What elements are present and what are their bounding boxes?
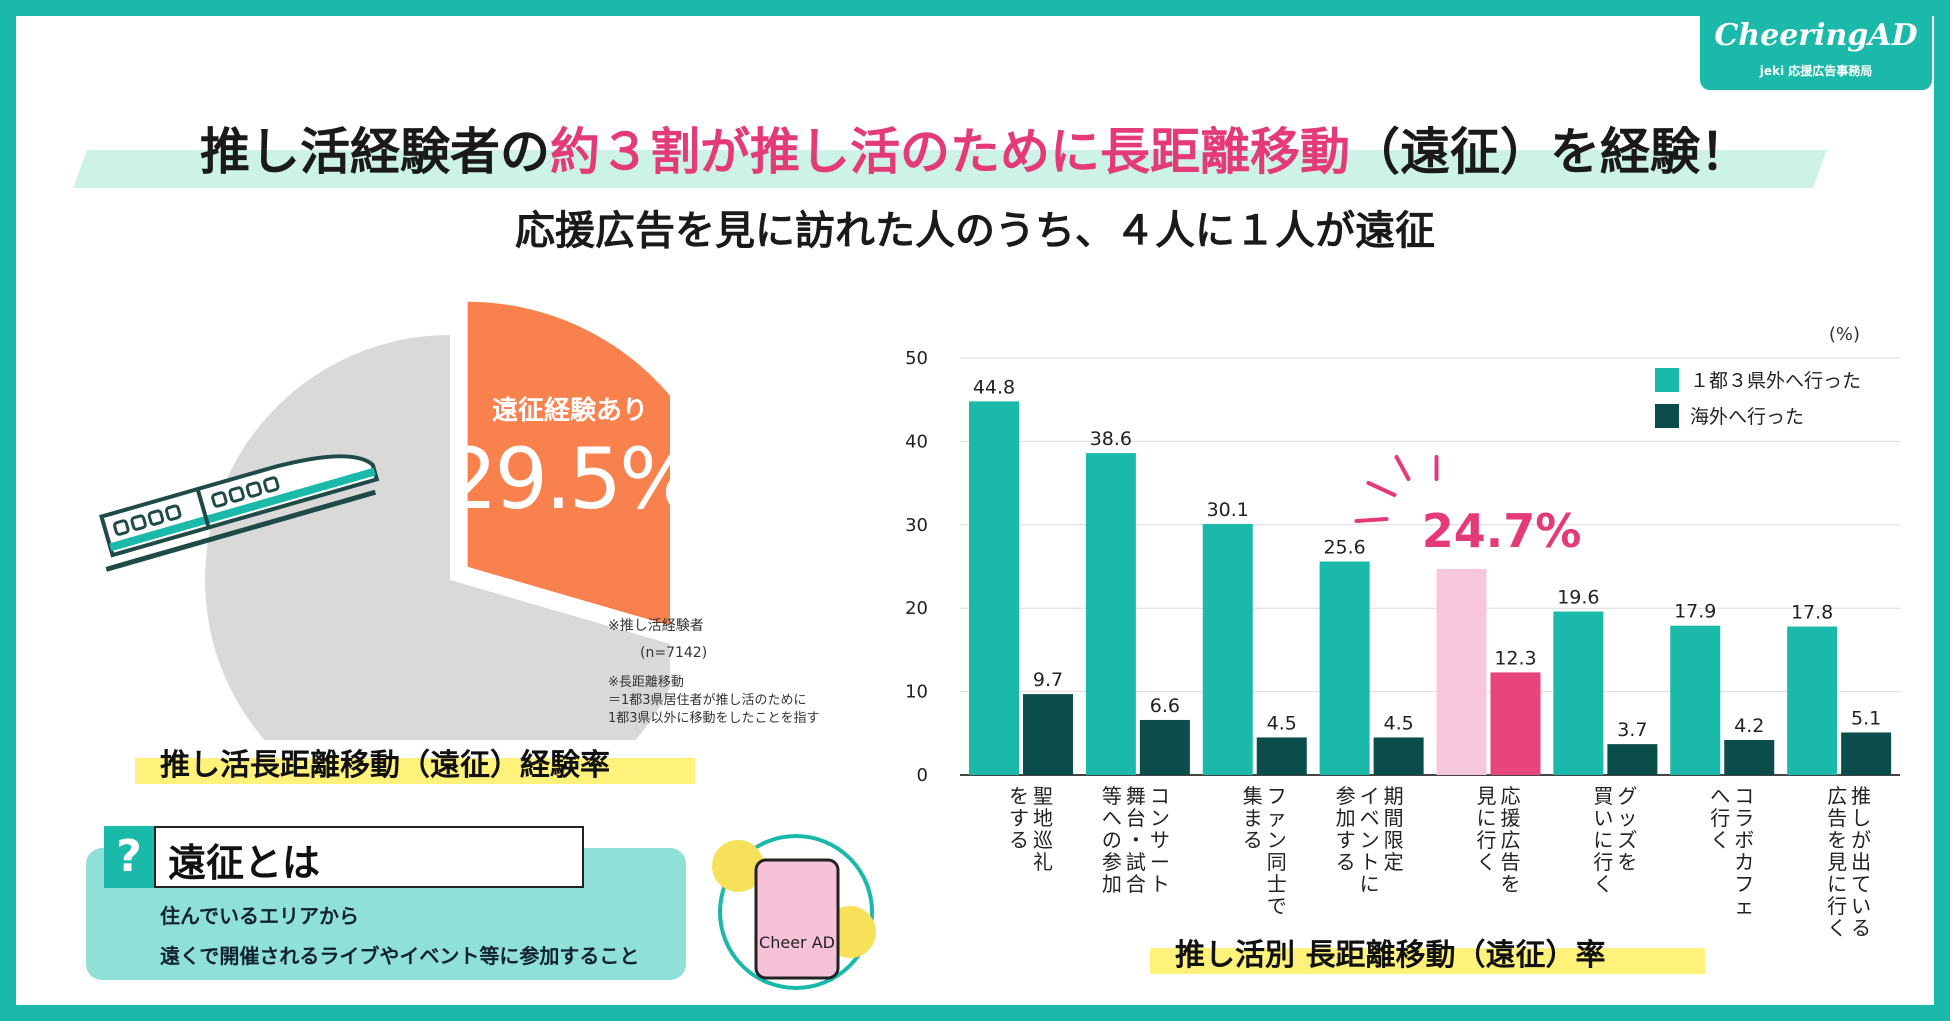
bar-domestic xyxy=(1787,626,1838,775)
bar-chart: 0 10 20 30 40 50 44.8 9.7 38.6 6.6 30.1 4.5 25.6 4.5… xyxy=(905,324,1900,940)
bar-value-label: 5.1 xyxy=(1851,707,1881,729)
cheering-ad-logo: CheeringAD jeki 応援広告事務局 xyxy=(1700,0,1932,90)
highlight-burst xyxy=(1354,455,1439,524)
bar-overseas xyxy=(1139,719,1190,775)
category-label: へ行く xyxy=(1710,784,1730,852)
y-tick-label: 50 xyxy=(905,348,928,369)
category-label: コンサート xyxy=(1150,784,1170,896)
pie-note-definition-2: 1都3県以外に移動をしたことを指す xyxy=(608,711,820,726)
burst-line xyxy=(1394,455,1411,482)
bar-domestic xyxy=(1085,453,1136,775)
bar-overseas xyxy=(1607,744,1658,775)
y-tick-label: 10 xyxy=(905,682,928,703)
mascot-icon: Cheer AD xyxy=(712,834,876,990)
legend-label-domestic: １都３県外へ行った xyxy=(1690,370,1861,392)
legend-label-overseas: 海外へ行った xyxy=(1690,406,1804,428)
bar-overseas xyxy=(1256,737,1307,775)
pie-caption: 推し活長距離移動（遠征）経験率 xyxy=(160,748,610,783)
bar-caption-band xyxy=(1150,948,1705,974)
bar-value-label: 38.6 xyxy=(1090,428,1132,450)
bar-value-label: 19.6 xyxy=(1557,587,1599,609)
category-label: 聖地巡礼 xyxy=(1033,784,1053,874)
bar-overseas xyxy=(1023,694,1073,775)
logo-main-text: CheeringAD xyxy=(1714,18,1918,53)
category-label: 推しが出ている xyxy=(1851,784,1871,940)
pie-note-target: ※推し活経験者 xyxy=(608,618,704,634)
bar-overseas xyxy=(1373,737,1424,775)
bar-domestic xyxy=(969,401,1019,775)
question-icon: ? xyxy=(104,826,154,888)
bar-value-label: 4.2 xyxy=(1734,715,1764,737)
category-label: イベントに xyxy=(1360,784,1380,896)
pie-caption-band xyxy=(135,758,695,784)
category-label: 期間限定 xyxy=(1384,784,1404,874)
y-tick-label: 0 xyxy=(917,765,928,786)
bar-value-label: 4.5 xyxy=(1267,712,1297,734)
bar-value-label: 17.8 xyxy=(1791,602,1833,624)
bar-overseas xyxy=(1724,739,1775,775)
category-label: 広告を見に行く xyxy=(1827,784,1847,940)
title-highlight: 約３割が推し活のために長距離移動 xyxy=(550,123,1350,181)
pie-slice-expedition xyxy=(467,301,670,626)
y-tick-label: 30 xyxy=(905,515,928,536)
bar-value-label: 3.7 xyxy=(1617,719,1647,741)
legend-swatch-domestic xyxy=(1655,368,1679,392)
axis-unit-label: (%) xyxy=(1829,324,1860,345)
category-label: をする xyxy=(1009,784,1029,852)
bar-domestic xyxy=(1670,625,1721,775)
bar-value-label: 44.8 xyxy=(973,376,1015,398)
category-label: 応援広告を xyxy=(1501,784,1521,896)
bullet-train-icon xyxy=(99,454,380,572)
bar-domestic xyxy=(1553,611,1604,775)
definition-line-2: 遠くで開催されるライブやイベント等に参加すること xyxy=(160,944,640,968)
category-label: グッズを xyxy=(1617,784,1637,874)
bar-domestic xyxy=(1436,569,1487,775)
category-label: 等への参加 xyxy=(1102,784,1122,896)
definition-title-box xyxy=(154,826,584,888)
category-label: 買いに行く xyxy=(1593,784,1613,896)
bar-value-label: 17.9 xyxy=(1674,601,1716,623)
category-label: 参加する xyxy=(1336,784,1356,874)
bar-value-label: 30.1 xyxy=(1207,499,1249,521)
category-label: ファン同士で xyxy=(1267,784,1287,918)
mascot-label: Cheer AD xyxy=(759,933,835,952)
pie-slice-value: 29.5% xyxy=(444,430,699,528)
definition-title: 遠征とは xyxy=(168,841,321,885)
bar-domestic xyxy=(1202,523,1253,775)
y-tick-label: 40 xyxy=(905,431,928,452)
bar-domestic xyxy=(1319,561,1370,775)
y-tick-label: 20 xyxy=(905,598,928,619)
definition-line-1: 住んでいるエリアから xyxy=(160,904,359,928)
bar-value-label: 4.5 xyxy=(1384,712,1414,734)
category-label: 見に行く xyxy=(1477,784,1497,874)
title-post: （遠征）を経験！ xyxy=(1350,123,1750,181)
bar-value-label: 9.7 xyxy=(1033,669,1063,691)
pie-note-definition-1: ＝1都3県居住者が推し活のために xyxy=(608,693,807,708)
highlight-value-label: 24.7% xyxy=(1422,504,1582,558)
category-label: 集まる xyxy=(1243,784,1263,852)
title-pre: 推し活経験者の xyxy=(200,123,550,181)
pie-note-sample-size: (n=7142) xyxy=(640,645,708,661)
category-label: 舞台・試合 xyxy=(1126,784,1146,896)
pie-slice-label: 遠征経験あり xyxy=(491,396,648,426)
bar-value-label: 25.6 xyxy=(1323,536,1365,558)
legend-swatch-overseas xyxy=(1655,404,1679,428)
pie-note-definition-title: ※長距離移動 xyxy=(608,675,684,690)
bar-caption: 推し活別 長距離移動（遠征）率 xyxy=(1175,938,1606,973)
burst-line xyxy=(1354,517,1389,524)
bar-value-label: 12.3 xyxy=(1494,647,1536,669)
burst-line xyxy=(1366,481,1397,498)
page-subtitle: 応援広告を見に訪れた人のうち、４人に１人が遠征 xyxy=(515,208,1435,254)
pie-slice-rest xyxy=(205,335,670,740)
bar-overseas xyxy=(1490,672,1541,775)
bar-overseas xyxy=(1841,732,1892,775)
category-label: コラボカフェ xyxy=(1734,784,1754,918)
bar-value-label: 6.6 xyxy=(1150,695,1180,717)
page-title: 推し活経験者の約３割が推し活のために長距離移動（遠征）を経験！ xyxy=(0,112,1950,184)
pie-chart xyxy=(205,301,670,740)
logo-sub-text: jeki 応援広告事務局 xyxy=(1759,64,1873,78)
